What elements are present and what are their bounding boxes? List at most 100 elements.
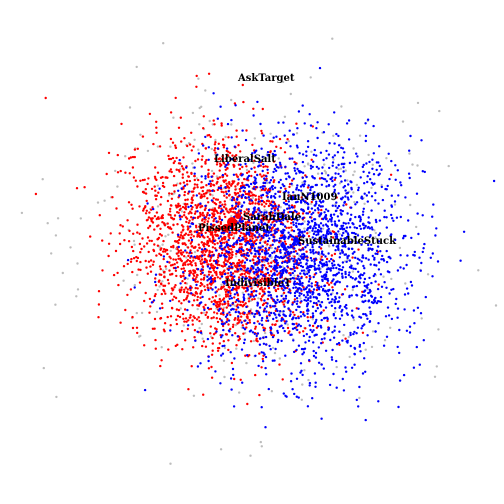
- blue-node: [236, 335, 239, 338]
- red-node: [199, 260, 202, 263]
- red-node: [159, 364, 162, 368]
- red-node: [190, 201, 193, 204]
- blue-node: [283, 314, 287, 317]
- red-node: [259, 278, 262, 282]
- red-node: [236, 270, 239, 273]
- red-node: [144, 192, 148, 195]
- blue-node: [336, 151, 340, 154]
- blue-node: [262, 336, 265, 339]
- blue-node: [340, 162, 343, 166]
- blue-node: [417, 232, 420, 236]
- red-node: [239, 190, 242, 193]
- red-node: [206, 211, 209, 215]
- red-node: [226, 272, 230, 275]
- blue-node: [403, 293, 407, 296]
- red-node: [287, 280, 291, 283]
- blue-node: [364, 134, 368, 138]
- red-node: [149, 217, 153, 220]
- blue-node: [435, 227, 438, 230]
- blue-node: [272, 280, 276, 283]
- blue-node: [225, 147, 229, 150]
- blue-node: [237, 311, 241, 314]
- blue-node: [368, 227, 372, 230]
- blue-node: [311, 330, 314, 334]
- red-node: [200, 193, 203, 196]
- red-node: [187, 239, 191, 242]
- red-node: [250, 282, 253, 285]
- red-node: [147, 177, 150, 180]
- red-node: [196, 186, 199, 189]
- blue-node: [268, 246, 271, 250]
- blue-node: [323, 216, 326, 219]
- blue-node: [239, 209, 242, 213]
- blue-node: [274, 347, 277, 351]
- red-node: [283, 240, 287, 243]
- red-node: [146, 236, 150, 239]
- blue-node: [265, 343, 268, 346]
- gray-node: [259, 440, 262, 444]
- blue-node: [305, 267, 309, 270]
- blue-node: [264, 355, 268, 359]
- red-node: [207, 175, 210, 179]
- blue-node: [322, 367, 325, 370]
- blue-node: [263, 353, 266, 356]
- blue-node: [262, 162, 265, 166]
- red-node: [231, 231, 234, 234]
- gray-node: [210, 169, 214, 173]
- red-node: [223, 235, 226, 239]
- red-node: [256, 320, 259, 323]
- blue-node: [413, 322, 416, 325]
- blue-node: [230, 118, 233, 122]
- red-node: [216, 276, 219, 279]
- gray-node: [404, 282, 407, 285]
- red-node: [214, 141, 217, 144]
- red-node: [260, 196, 263, 199]
- blue-node: [357, 270, 360, 273]
- blue-node: [246, 354, 249, 357]
- blue-node: [322, 131, 326, 134]
- blue-node: [345, 303, 348, 307]
- gray-node: [374, 236, 377, 239]
- blue-node: [215, 220, 218, 223]
- blue-node: [358, 275, 361, 278]
- blue-node: [261, 187, 265, 190]
- blue-node: [335, 343, 339, 346]
- blue-node: [274, 204, 277, 207]
- red-node: [262, 326, 265, 329]
- blue-node: [248, 219, 251, 222]
- red-node: [227, 348, 230, 352]
- blue-node: [234, 207, 237, 210]
- blue-node: [311, 243, 314, 246]
- red-node: [286, 286, 289, 290]
- blue-node: [154, 280, 157, 284]
- red-node: [193, 178, 196, 182]
- blue-node: [320, 183, 324, 186]
- red-node: [258, 352, 261, 355]
- gray-node: [269, 132, 272, 135]
- blue-node: [242, 189, 245, 193]
- blue-node: [299, 324, 302, 328]
- blue-node: [262, 342, 266, 345]
- red-node: [204, 192, 207, 195]
- blue-node: [279, 284, 282, 288]
- red-node: [207, 270, 211, 273]
- blue-node: [264, 366, 267, 370]
- blue-node: [228, 311, 231, 314]
- red-node: [132, 232, 135, 235]
- red-node: [248, 297, 251, 300]
- red-node: [194, 264, 198, 267]
- red-node: [177, 202, 180, 205]
- blue-node: [282, 284, 285, 288]
- red-node: [207, 168, 210, 172]
- red-node: [211, 212, 214, 215]
- gray-node: [371, 330, 375, 333]
- blue-node: [322, 240, 325, 243]
- gray-node: [411, 163, 414, 166]
- red-node: [159, 227, 162, 230]
- blue-node: [219, 235, 222, 238]
- red-node: [155, 131, 158, 134]
- blue-node: [342, 170, 345, 173]
- gray-node: [438, 109, 441, 113]
- red-node: [162, 257, 165, 261]
- blue-node: [216, 147, 220, 150]
